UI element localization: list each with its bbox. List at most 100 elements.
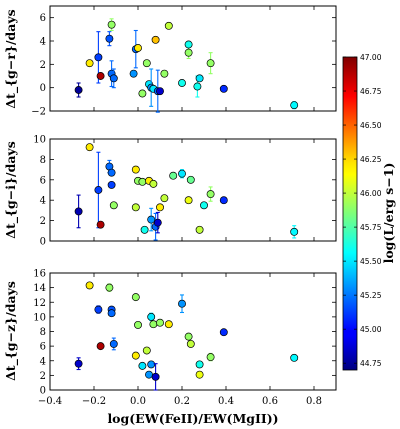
- data-point: [105, 34, 114, 43]
- data-point: [290, 101, 299, 110]
- data-point: [109, 201, 118, 210]
- data-point: [96, 342, 105, 351]
- data-point: [140, 225, 149, 234]
- data-point: [85, 143, 94, 152]
- data-point: [206, 353, 215, 362]
- y-tick-label: −2: [31, 107, 46, 118]
- data-point: [138, 361, 147, 370]
- data-point: [94, 305, 103, 314]
- panel-frame: [49, 272, 337, 391]
- y-tick-label: 6: [40, 342, 46, 353]
- y-tick-label: 10: [33, 312, 46, 323]
- y-tick-label: 16: [33, 269, 46, 280]
- data-point: [145, 370, 153, 379]
- panel-g-z: 0 2 4 6 8 10 12 14 16 Δt_{g−z}/days: [3, 269, 337, 397]
- data-point: [138, 177, 147, 186]
- data-point: [186, 339, 195, 348]
- y-tick-label: 6: [40, 175, 46, 186]
- x-tick-label: −0.4: [38, 396, 62, 407]
- data-point: [131, 165, 140, 174]
- data-point: [94, 186, 103, 194]
- data-point: [290, 353, 299, 362]
- data-point: [96, 72, 105, 80]
- data-point: [193, 82, 202, 91]
- x-tick-label: 0.2: [174, 396, 190, 407]
- y-tick-label: 4: [40, 37, 46, 48]
- data-point: [195, 74, 204, 83]
- data-point: [96, 220, 105, 229]
- data-point: [85, 59, 94, 68]
- data-point: [164, 320, 173, 329]
- data-point: [147, 312, 156, 321]
- y-tick-label: 14: [33, 283, 46, 294]
- data-point: [94, 53, 103, 62]
- panel-g-i: 0 2 4 6 8 10 Δt_{g−i}/days: [3, 135, 337, 248]
- y-tick-label: 10: [33, 135, 46, 146]
- y-tick-label: 8: [40, 327, 46, 338]
- data-point: [156, 87, 164, 96]
- data-point: [151, 35, 160, 44]
- data-point: [107, 168, 116, 177]
- data-point: [160, 69, 169, 78]
- panel-frame: [49, 5, 337, 112]
- data-point: [105, 283, 114, 292]
- data-point: [178, 79, 186, 87]
- y-tick-label: 8: [40, 155, 46, 166]
- data-point: [164, 21, 173, 30]
- x-tick-label: 0.0: [130, 396, 146, 407]
- data-point: [109, 74, 118, 83]
- data-point: [219, 196, 228, 205]
- data-point: [219, 328, 228, 337]
- colorbar-tick-label: 46.50: [360, 121, 382, 130]
- data-point: [195, 370, 204, 379]
- colorbar-tick-label: 45.75: [360, 223, 382, 232]
- data-point: [149, 320, 158, 329]
- data-point: [290, 227, 299, 236]
- panel-g-r: −2 0 2 4 6 Δt_{g−r}/days: [3, 5, 337, 118]
- colorbar-tick-label: 45.00: [360, 325, 382, 334]
- colorbar-gradient: [342, 56, 358, 371]
- x-axis-ticks: −0.4 −0.2 0.0 0.2 0.4 0.6 0.8: [38, 396, 322, 407]
- data-point: [156, 318, 164, 327]
- data-point: [131, 293, 140, 302]
- data-point: [107, 180, 116, 189]
- data-point: [74, 359, 83, 368]
- data-point: [219, 84, 228, 93]
- data-point: [178, 169, 186, 178]
- data-point: [151, 372, 160, 381]
- data-point: [206, 190, 215, 199]
- data-point: [138, 89, 147, 98]
- data-point: [142, 346, 151, 355]
- x-tick-label: 0.8: [306, 396, 322, 407]
- data-point: [147, 360, 156, 369]
- data-point: [142, 59, 151, 68]
- y-tick-label: 0: [40, 386, 46, 397]
- data-point: [107, 20, 116, 29]
- data-point: [200, 201, 208, 210]
- colorbar-tick-label: 46.75: [360, 87, 382, 96]
- colorbar-label: log(L/erg s−1): [381, 163, 396, 264]
- panel-frame: [49, 138, 337, 242]
- data-point: [109, 339, 118, 348]
- x-tick-label: 0.4: [218, 396, 234, 407]
- data-point: [107, 309, 116, 318]
- y-tick-label: 2: [40, 371, 46, 382]
- colorbar-tick-label: 47.00: [360, 53, 382, 62]
- data-point: [195, 360, 204, 369]
- y-tick-label: 0: [40, 237, 46, 248]
- data-point: [134, 320, 142, 329]
- x-tick-label: 0.6: [262, 396, 278, 407]
- data-point: [85, 281, 94, 290]
- x-tick-label: −0.2: [82, 396, 106, 407]
- y-tick-label: 2: [40, 60, 46, 71]
- data-point: [134, 44, 142, 52]
- y-tick-label: 12: [33, 298, 46, 309]
- data-point: [186, 175, 195, 184]
- colorbar-tick-label: 45.50: [360, 257, 382, 266]
- data-point: [184, 196, 193, 205]
- colorbar-tick-label: 46.25: [360, 155, 382, 164]
- y-tick-label: 4: [40, 356, 46, 367]
- data-point: [169, 171, 178, 180]
- colorbar: 44.75 45.00 45.25 45.50 45.75 46.00 46.25 46.50…: [342, 53, 396, 371]
